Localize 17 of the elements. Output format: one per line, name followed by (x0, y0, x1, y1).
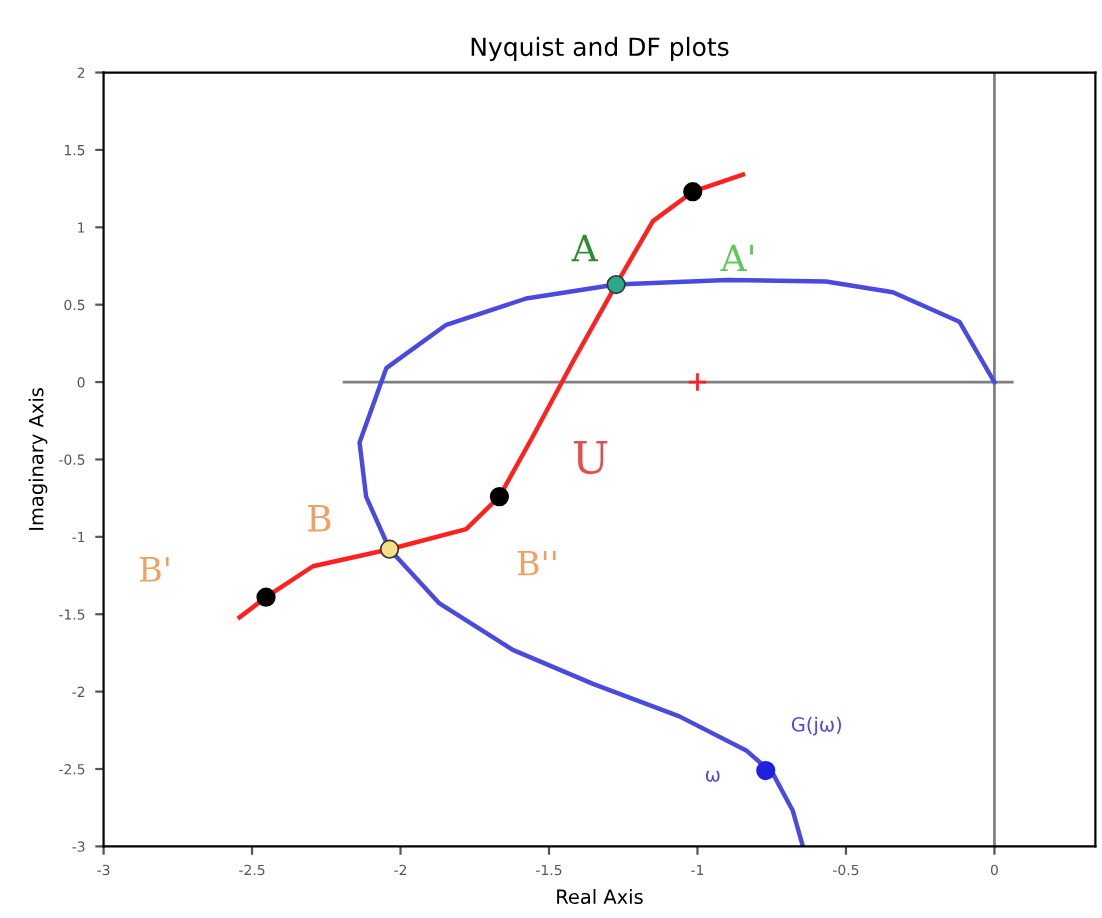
point (687, 371, 708, 393)
annotation: B (308, 505, 331, 532)
annotation: A' (720, 244, 753, 272)
y-axis-title: Imaginary Axis (28, 388, 48, 530)
chart-title: Nyquist and DF plots (471, 36, 729, 62)
annotation: ω (705, 770, 720, 782)
annotation: U (573, 441, 608, 475)
x-axis-title: Real Axis (557, 889, 643, 905)
line-series (357, 277, 997, 847)
point (256, 587, 276, 607)
point (489, 486, 510, 507)
annotation: A (571, 234, 599, 262)
annotation: G(jω) (791, 716, 842, 736)
point (756, 760, 776, 781)
annotation: B'' (517, 550, 556, 576)
annotation: B' (140, 557, 169, 582)
point (683, 182, 703, 202)
